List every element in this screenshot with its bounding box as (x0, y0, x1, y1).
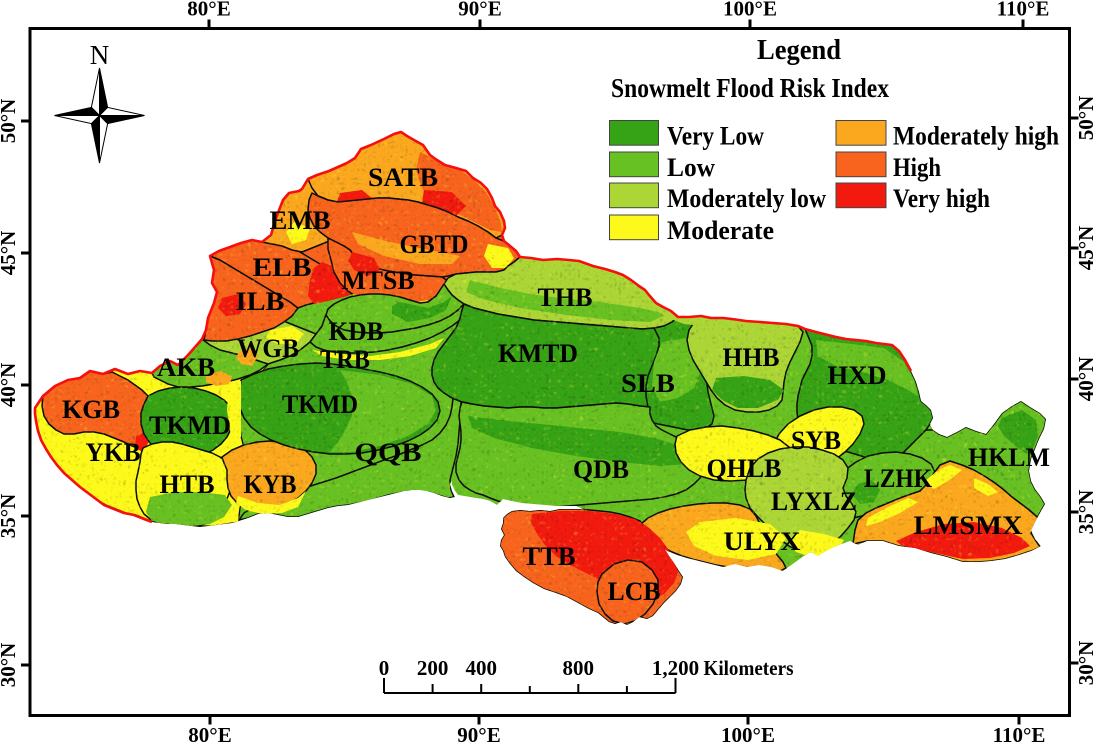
svg-text:HHB: HHB (723, 343, 780, 372)
svg-text:45°N: 45°N (0, 231, 20, 276)
svg-text:SLB: SLB (621, 369, 675, 398)
svg-text:Very Low: Very Low (667, 122, 764, 151)
svg-text:30°N: 30°N (0, 643, 20, 688)
svg-text:Moderately high: Moderately high (893, 122, 1059, 151)
svg-text:GBTD: GBTD (400, 230, 469, 259)
svg-text:High: High (893, 153, 941, 182)
svg-text:HTB: HTB (160, 470, 215, 499)
svg-text:90°E: 90°E (457, 723, 500, 747)
svg-text:HKLM: HKLM (968, 443, 1050, 472)
svg-text:1,200: 1,200 (652, 656, 699, 680)
svg-text:90°E: 90°E (458, 0, 501, 21)
svg-text:Moderately low: Moderately low (667, 184, 826, 213)
svg-text:TRB: TRB (320, 345, 370, 374)
svg-text:YKB: YKB (86, 438, 141, 467)
svg-text:45°N: 45°N (1074, 226, 1098, 271)
svg-text:TKMD: TKMD (149, 411, 231, 440)
svg-text:N: N (90, 40, 110, 70)
svg-text:Low: Low (667, 153, 715, 182)
svg-text:35°N: 35°N (0, 494, 20, 539)
svg-text:110°E: 110°E (993, 723, 1046, 747)
svg-text:Legend: Legend (757, 35, 841, 66)
svg-text:Moderate: Moderate (667, 216, 774, 245)
svg-text:HXD: HXD (828, 361, 887, 390)
svg-text:EMB: EMB (270, 206, 331, 235)
svg-text:QDB: QDB (573, 455, 629, 484)
svg-text:SATB: SATB (368, 163, 438, 192)
svg-text:WGB: WGB (237, 334, 299, 363)
svg-text:THB: THB (538, 283, 593, 312)
svg-text:35°N: 35°N (1074, 490, 1098, 535)
svg-text:100°E: 100°E (723, 0, 777, 21)
svg-text:KMTD: KMTD (498, 339, 578, 368)
svg-text:TKMD: TKMD (282, 390, 358, 419)
svg-text:ILB: ILB (236, 287, 285, 316)
svg-text:LYXLZ: LYXLZ (771, 487, 857, 516)
svg-text:Kilometers: Kilometers (704, 656, 794, 680)
svg-text:QQB: QQB (355, 438, 422, 467)
svg-text:Snowmelt Flood Risk Index: Snowmelt Flood Risk Index (611, 73, 889, 103)
svg-text:800: 800 (563, 656, 595, 680)
svg-text:400: 400 (465, 656, 497, 680)
svg-text:Very high: Very high (893, 184, 990, 213)
svg-text:ELB: ELB (253, 253, 312, 282)
svg-text:ULYX: ULYX (724, 527, 801, 556)
svg-text:100°E: 100°E (721, 723, 775, 747)
svg-text:LMSMX: LMSMX (914, 511, 1023, 540)
svg-text:80°E: 80°E (188, 723, 231, 747)
svg-text:AKB: AKB (157, 353, 215, 382)
svg-text:SYB: SYB (791, 426, 841, 455)
svg-text:QHLB: QHLB (707, 454, 782, 483)
svg-text:KGB: KGB (62, 395, 120, 424)
svg-text:200: 200 (417, 656, 449, 680)
svg-text:LCB: LCB (608, 577, 661, 606)
svg-text:LZHK: LZHK (864, 464, 933, 493)
svg-text:50°N: 50°N (0, 99, 20, 144)
svg-text:TTB: TTB (523, 542, 576, 571)
svg-text:KDB: KDB (329, 317, 384, 346)
svg-text:110°E: 110°E (997, 0, 1050, 21)
svg-text:KYB: KYB (244, 470, 297, 499)
svg-text:80°E: 80°E (187, 0, 230, 21)
svg-text:MTSB: MTSB (342, 266, 415, 295)
svg-text:30°N: 30°N (1074, 641, 1098, 686)
svg-text:50°N: 50°N (1074, 96, 1098, 141)
svg-text:40°N: 40°N (0, 363, 20, 408)
svg-text:0: 0 (379, 656, 390, 680)
svg-text:40°N: 40°N (1074, 357, 1098, 402)
